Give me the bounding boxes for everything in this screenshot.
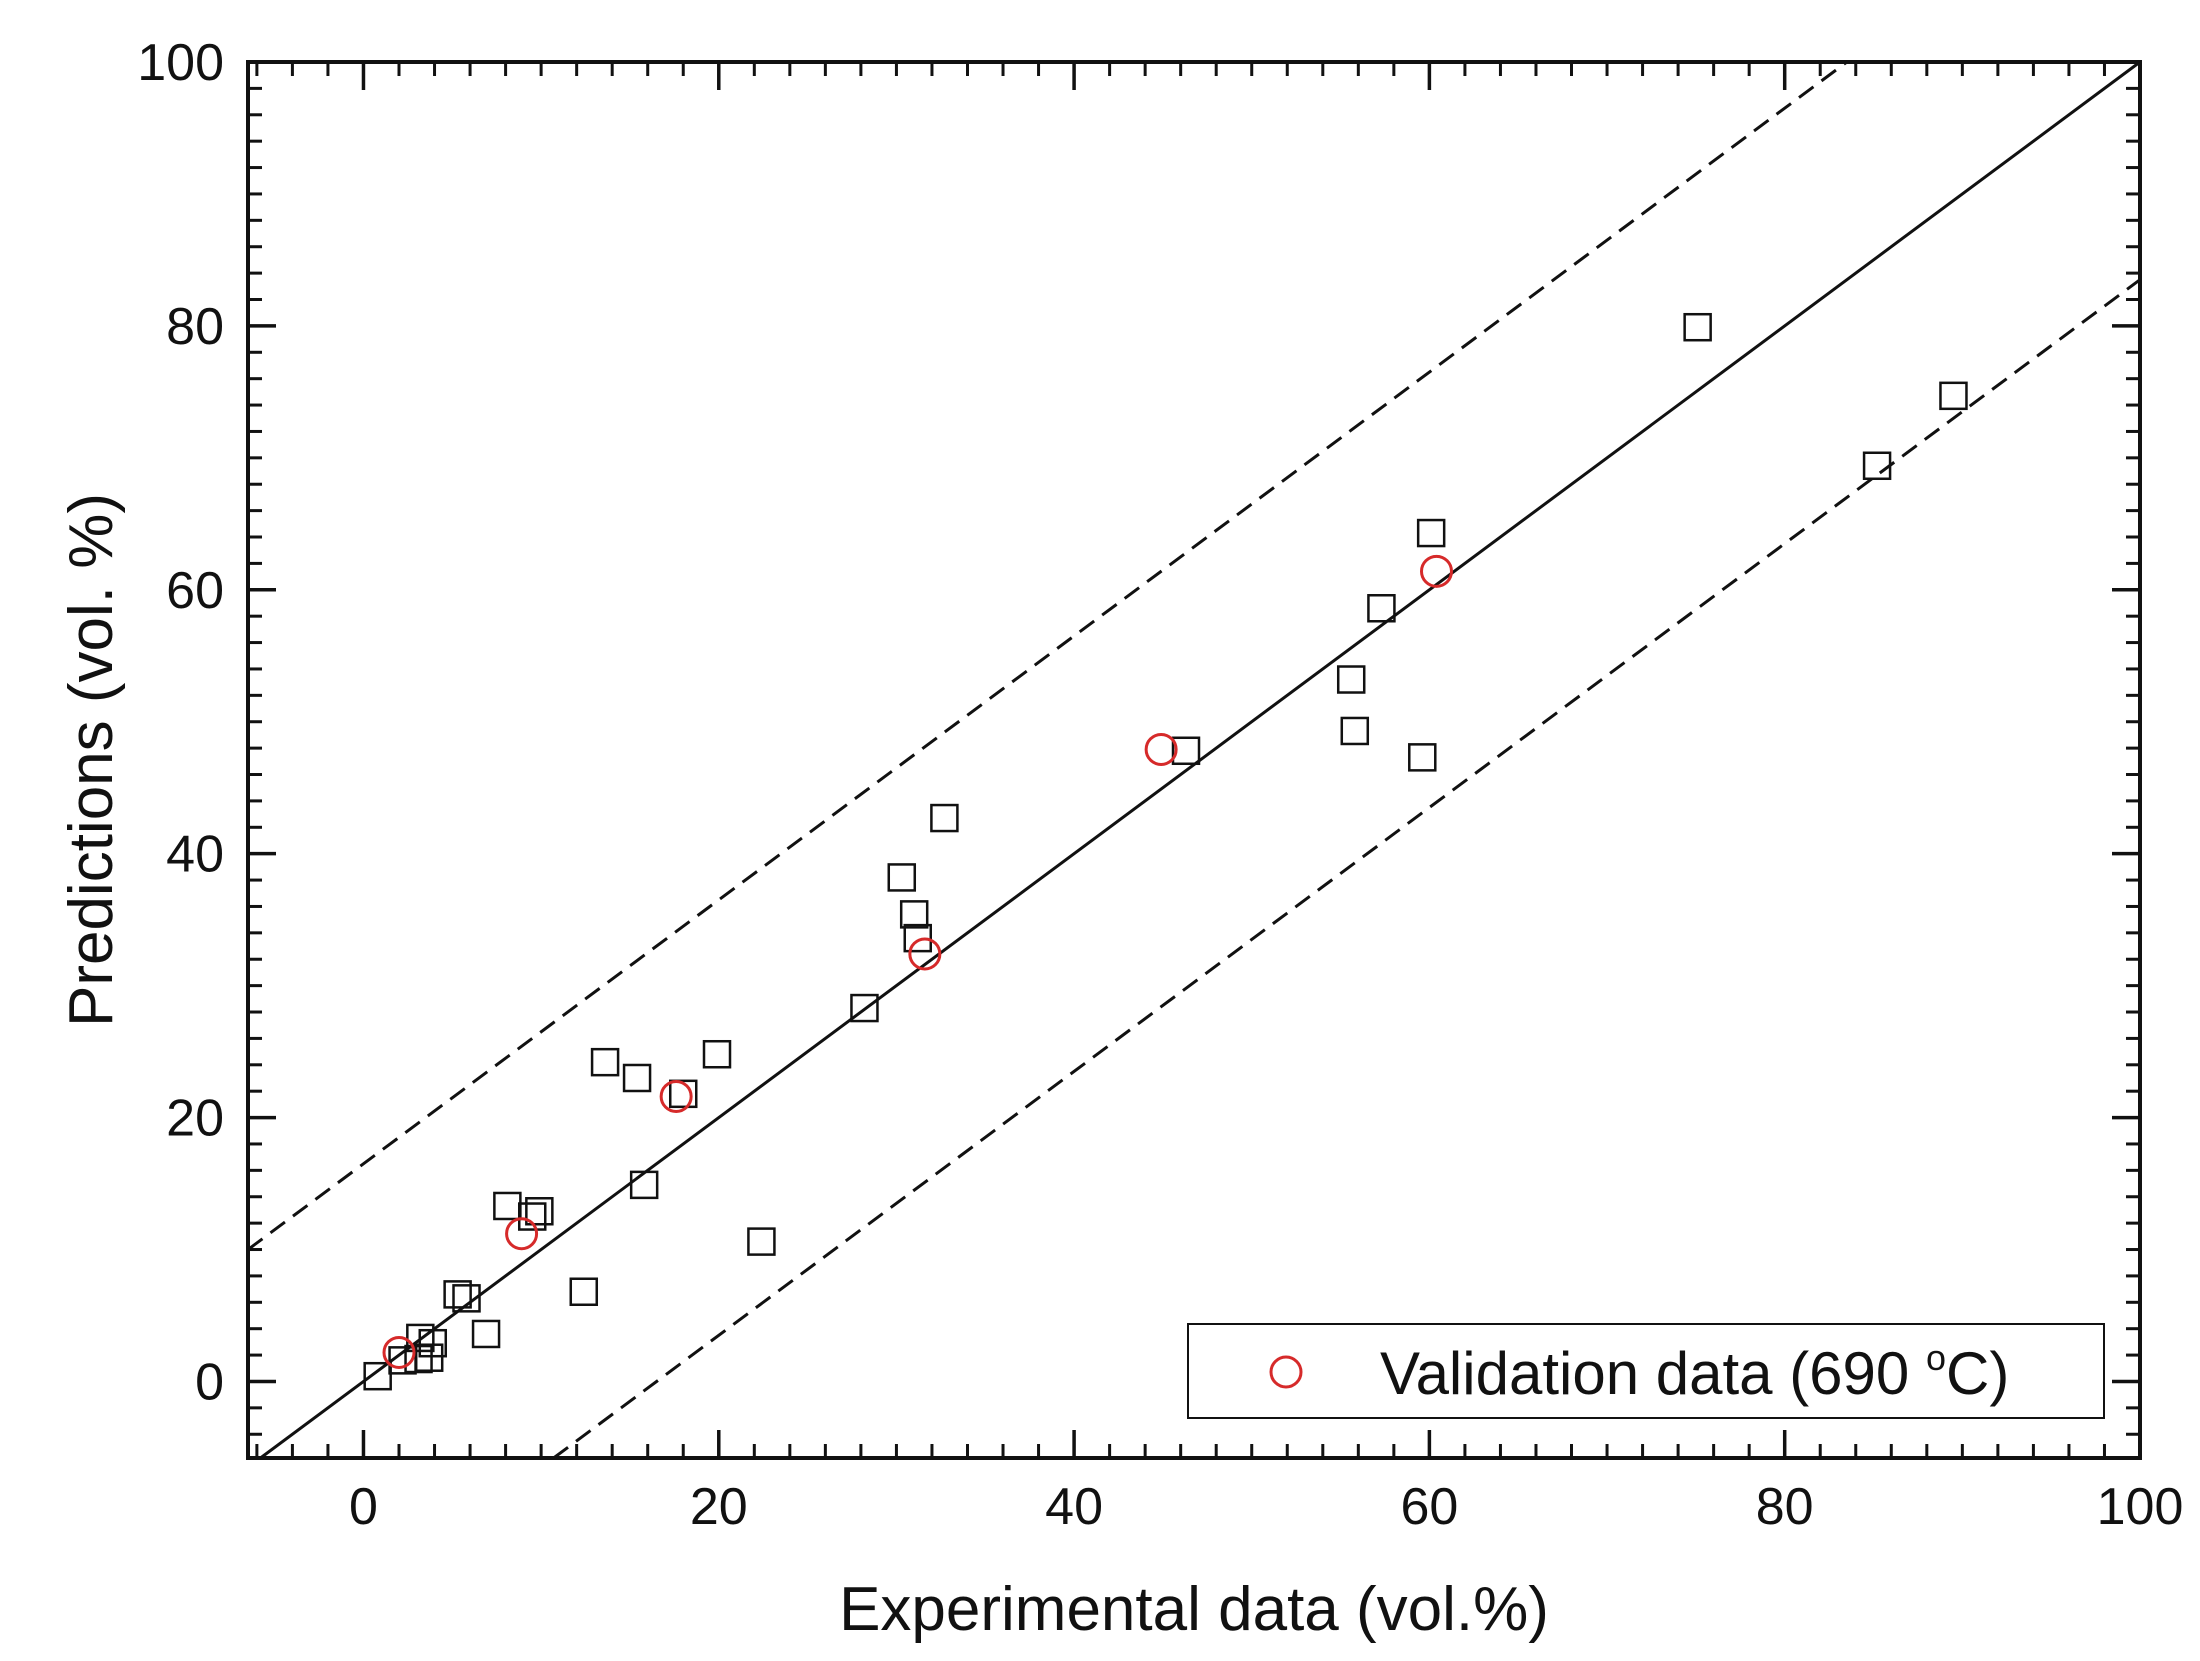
training-point-square (569, 1277, 599, 1306)
y-axis-title: Predictions (vol. %) (57, 493, 126, 1027)
training-point-square (493, 1191, 522, 1221)
y-tick-label: 80 (166, 298, 224, 356)
training-point-square (903, 923, 933, 953)
dashed-bound-line (552, 278, 2141, 1460)
training-point-square (1367, 594, 1396, 623)
validation-point-circle (908, 937, 942, 971)
legend-box (1187, 1323, 2105, 1419)
training-point-square (471, 1319, 501, 1349)
validation-point-circle (659, 1079, 693, 1113)
minor-ticks (248, 62, 2140, 1458)
legend: Validation data (690 oC) (1187, 1323, 2105, 1419)
training-point-square (887, 863, 917, 892)
training-point-square (930, 803, 959, 833)
training-point-square (1408, 743, 1437, 772)
training-point-square (702, 1039, 732, 1069)
legend-label: Validation data (690 oC) (1380, 1337, 2009, 1407)
y-tick-label: 0 (195, 1353, 224, 1411)
training-point-square (1340, 716, 1370, 746)
training-point-square (1171, 736, 1201, 766)
validation-point-circle (1419, 554, 1453, 588)
training-point-square (1862, 451, 1892, 481)
validation-point-circle (382, 1335, 416, 1369)
legend-label-prefix: Validation data (690 (1380, 1340, 1926, 1407)
x-tick-label: 40 (1045, 1478, 1103, 1536)
x-tick-label: 20 (690, 1478, 748, 1536)
training-point-square (525, 1197, 554, 1226)
training-point-square (590, 1047, 620, 1077)
reference-lines (247, 60, 2141, 1460)
validation-point-circle (1144, 732, 1178, 766)
training-point-square (899, 900, 929, 929)
x-tick-label: 60 (1400, 1478, 1458, 1536)
y-tick-label: 20 (166, 1090, 224, 1148)
training-point-square (443, 1280, 472, 1309)
dashed-bound-line (247, 60, 1848, 1251)
training-point-square (418, 1328, 448, 1358)
training-point-square (850, 993, 879, 1023)
tick-labels: 0 20 40 60 80 100 0 20 40 60 80 100 (137, 34, 2183, 1536)
training-point-square (629, 1170, 659, 1200)
training-point-square (1416, 518, 1446, 548)
training-point-square (747, 1227, 776, 1256)
x-axis-title: Experimental data (vol.%) (839, 1575, 1549, 1644)
x-tick-label: 0 (349, 1478, 378, 1536)
x-tick-label: 100 (2097, 1478, 2184, 1536)
training-point-square (414, 1343, 444, 1372)
training-point-square (1336, 665, 1366, 694)
y-tick-label: 100 (137, 34, 224, 92)
validation-point-circle (505, 1217, 539, 1251)
training-point-square (1683, 312, 1712, 342)
y-tick-label: 60 (166, 562, 224, 620)
training-point-square (517, 1202, 547, 1231)
legend-label-suffix: C) (1946, 1340, 2009, 1407)
training-point-square (668, 1079, 698, 1109)
legend-marker-circle (1269, 1355, 1303, 1389)
legend-label-degree: o (1926, 1337, 1946, 1378)
training-point-square (452, 1284, 481, 1313)
y-tick-label: 40 (166, 826, 224, 884)
training-point-square (1939, 381, 1968, 411)
plot-frame (246, 60, 2142, 1460)
data-points (363, 312, 1968, 1391)
training-point-square (622, 1063, 652, 1093)
x-tick-label: 80 (1756, 1478, 1814, 1536)
training-point-square (363, 1361, 392, 1391)
